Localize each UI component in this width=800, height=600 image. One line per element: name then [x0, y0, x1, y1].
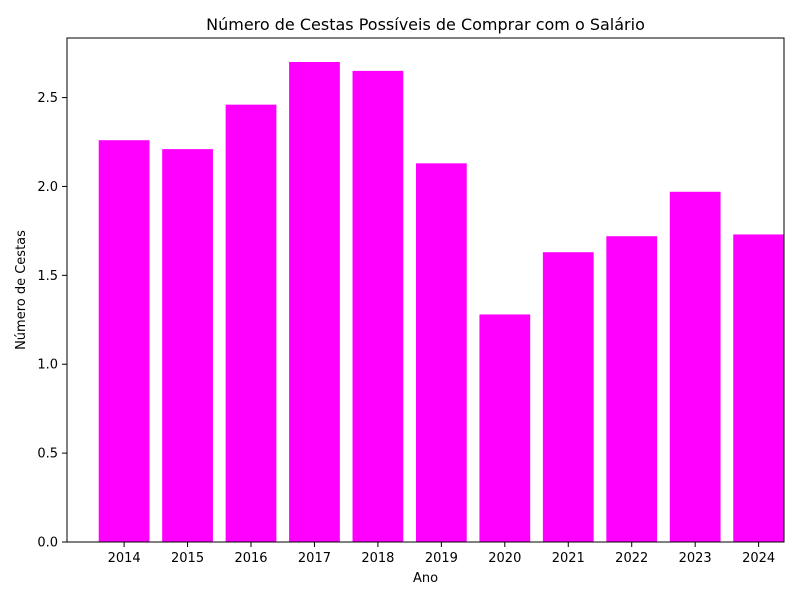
bar-2024 [733, 234, 784, 542]
y-tick-label-0.0: 0.0 [37, 536, 58, 551]
x-tick-label-2019: 2019 [425, 551, 458, 566]
bar-2019 [415, 163, 467, 542]
y-tick-label-2.0: 2.0 [37, 180, 58, 195]
x-tick-label-2022: 2022 [615, 551, 648, 566]
y-tick-label-1.5: 1.5 [37, 269, 58, 284]
bar-2015 [162, 149, 213, 543]
y-tick-label-1.0: 1.0 [37, 358, 58, 373]
y-tick-label-2.5: 2.5 [37, 91, 58, 106]
x-tick-label-2015: 2015 [171, 551, 204, 566]
bar-2018 [352, 70, 404, 542]
x-tick-label-2018: 2018 [361, 551, 394, 566]
bar-2020 [479, 314, 531, 542]
bar-2022 [606, 236, 658, 542]
bar-2023 [669, 191, 721, 542]
x-axis-label: Ano [413, 571, 438, 586]
x-tick-label-2021: 2021 [552, 551, 585, 566]
x-tick-label-2016: 2016 [234, 551, 267, 566]
bar-2017 [289, 62, 340, 542]
y-tick-label-0.5: 0.5 [37, 447, 58, 462]
chart-title: Número de Cestas Possíveis de Comprar co… [206, 15, 645, 34]
x-tick-label-2017: 2017 [298, 551, 331, 566]
x-tick-label-2020: 2020 [488, 551, 521, 566]
x-tick-label-2024: 2024 [742, 551, 775, 566]
x-tick-label-2014: 2014 [108, 551, 141, 566]
y-axis-label: Número de Cestas [14, 230, 29, 350]
plot-area: 2014 2015 2016 2017 2018 2019 2020 2021 2022 2023… [37, 37, 785, 566]
axes-frame [66, 37, 785, 543]
bar-2014 [98, 140, 150, 542]
bar-2021 [542, 252, 594, 542]
bar-2016 [225, 104, 277, 543]
x-tick-label-2023: 2023 [679, 551, 712, 566]
